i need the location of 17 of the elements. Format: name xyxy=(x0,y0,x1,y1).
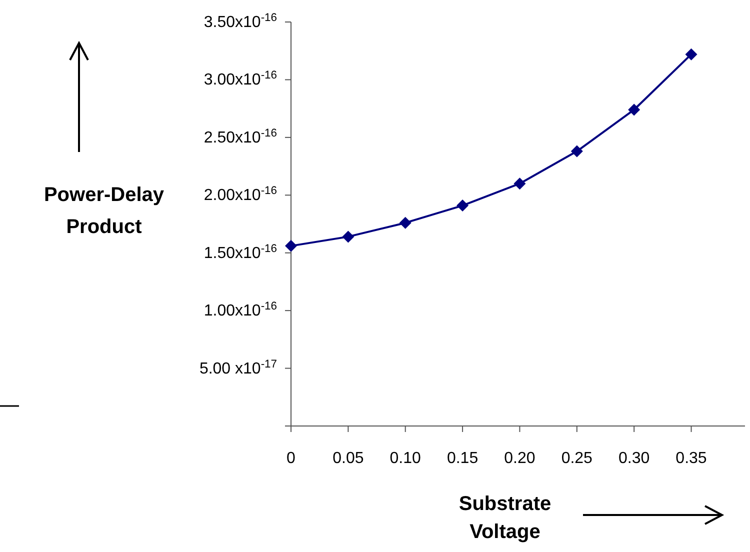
y-tick-label: 3.50x10$^{-16}$ xyxy=(204,12,277,31)
x-tick-label: 0.20 xyxy=(504,450,536,467)
y-tick-label: 2.50x10$^{-16}$ xyxy=(204,127,277,146)
x-tick-label: 0.10 xyxy=(390,450,422,467)
x-tick-label: 0.05 xyxy=(332,450,364,467)
x-tick-label: 0.25 xyxy=(561,450,593,467)
y-tick-label: 3.00x10$^{-16}$ xyxy=(204,70,277,89)
y-tick-label: 5.00 x10$^{-17}$ xyxy=(199,358,277,378)
y-axis-title: Power-Delay Product xyxy=(44,184,165,238)
y-tick-label: 2.00x10$^{-16}$ xyxy=(204,185,277,204)
x-tick-label: 0.30 xyxy=(618,450,650,467)
y-tick-label: 1.00x10$^{-16}$ xyxy=(204,300,277,320)
x-tick-label: 0.35 xyxy=(676,450,707,467)
y-tick-label: 1.50x10$^{-16}$ xyxy=(204,242,277,262)
x-tick-label: 0 xyxy=(286,450,296,467)
x-tick-label: 0.15 xyxy=(446,450,478,467)
x-axis-title: Substrate Voltage xyxy=(458,493,552,543)
